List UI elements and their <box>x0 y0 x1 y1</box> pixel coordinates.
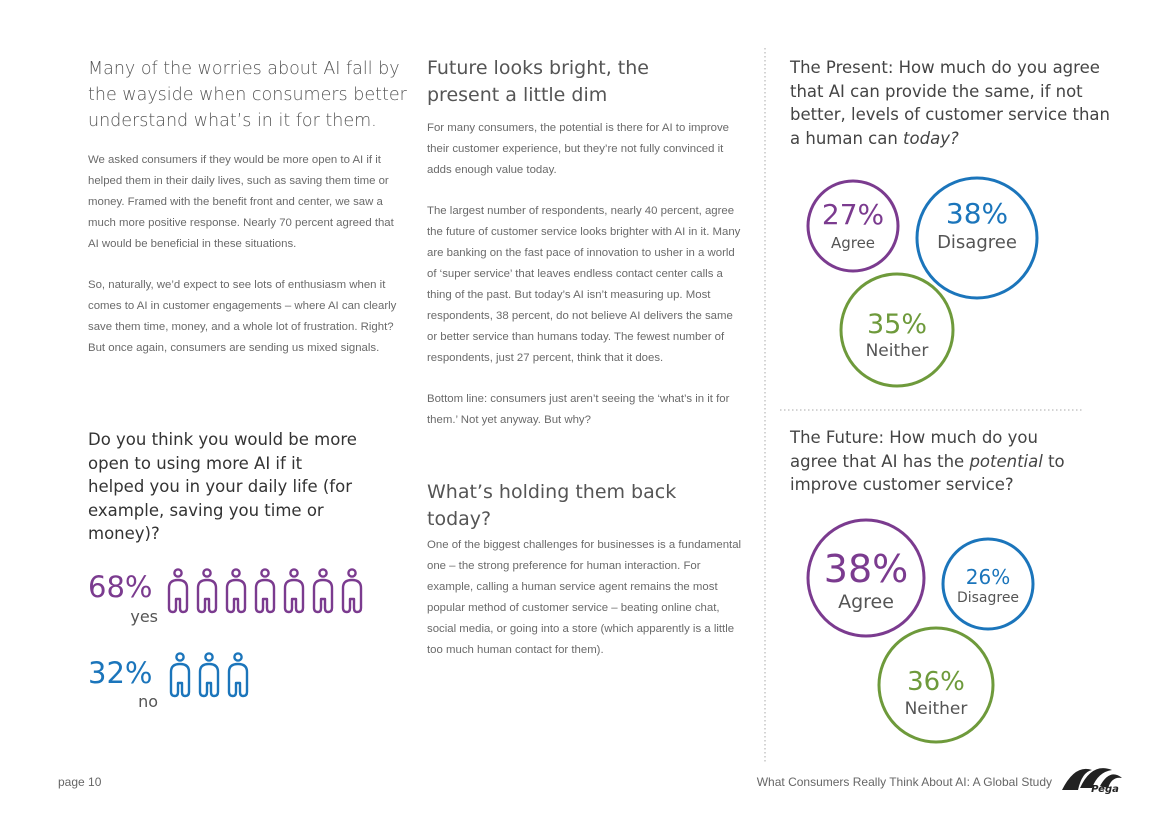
neither-circle <box>877 626 995 744</box>
paragraphs: We asked consumers if they would be more… <box>88 150 406 379</box>
question: Do you think you would be more open to u… <box>88 430 357 543</box>
answer: yes <box>130 607 158 626</box>
paragraph: One of the biggest challenges for busine… <box>427 539 742 656</box>
paragraph: Bottom line: consumers just aren’t seein… <box>427 393 730 426</box>
answer: Agree <box>831 234 875 252</box>
percent: 27% <box>822 198 884 231</box>
paragraphs: For many consumers, the potential is the… <box>427 118 742 451</box>
present-question: The Present: How much do you agree that … <box>790 56 1110 150</box>
disagree-circle <box>941 537 1035 631</box>
person-icon <box>198 652 220 698</box>
person-icon <box>341 568 363 614</box>
answer: Neither <box>905 699 968 719</box>
no-icons <box>169 652 249 698</box>
paragraph: We asked consumers if they would be more… <box>88 154 394 250</box>
person-icon <box>167 568 189 614</box>
person-icon <box>196 568 218 614</box>
disagree-circle <box>915 176 1039 300</box>
question-text: The Present: How much do you agree that … <box>790 58 1111 148</box>
paragraph: The largest number of respondents, nearl… <box>427 205 741 364</box>
paragraph: For many consumers, the potential is the… <box>427 122 729 176</box>
percent: 36% <box>907 667 965 697</box>
answer: Disagree <box>937 232 1017 253</box>
answer: Disagree <box>957 590 1019 606</box>
logo-text: Pega <box>1091 784 1119 795</box>
question-text: The Future: How much do you agree that A… <box>790 428 1038 471</box>
agree-circle <box>806 179 900 273</box>
person-icon <box>283 568 305 614</box>
lead: Many of the worries about AI fall by the… <box>88 59 407 131</box>
percent: 32% <box>88 656 153 690</box>
question-emphasis: today? <box>903 128 959 148</box>
paragraphs: One of the biggest challenges for busine… <box>427 535 745 681</box>
percent: 26% <box>966 565 1010 589</box>
percent: 38% <box>946 197 1008 230</box>
heading: What’s holding them back today? <box>427 481 677 530</box>
percent: 35% <box>867 309 927 340</box>
page-number: page 10 <box>58 775 102 789</box>
future-question: The Future: How much do you agree that A… <box>790 426 1080 497</box>
person-icon <box>312 568 334 614</box>
paragraph: So, naturally, we’d expect to see lots o… <box>88 279 397 354</box>
answer: Neither <box>866 341 929 361</box>
question-emphasis: potential <box>969 451 1043 471</box>
neither-circle <box>839 272 955 388</box>
answer: Agree <box>838 591 894 613</box>
person-icon <box>254 568 276 614</box>
question-text: to improve customer service? <box>790 451 1065 495</box>
person-icon <box>225 568 247 614</box>
logo-mark: Pega <box>1062 768 1122 795</box>
heading: Future looks bright, the present a littl… <box>427 57 649 106</box>
yes-icons <box>167 568 363 614</box>
person-icon <box>227 652 249 698</box>
percent: 68% <box>88 570 153 604</box>
answer: no <box>138 692 158 711</box>
document-title: What Consumers Really Think About AI: A … <box>756 775 1052 789</box>
person-icon <box>169 652 191 698</box>
percent: 38% <box>824 547 908 591</box>
agree-circle <box>806 518 926 638</box>
